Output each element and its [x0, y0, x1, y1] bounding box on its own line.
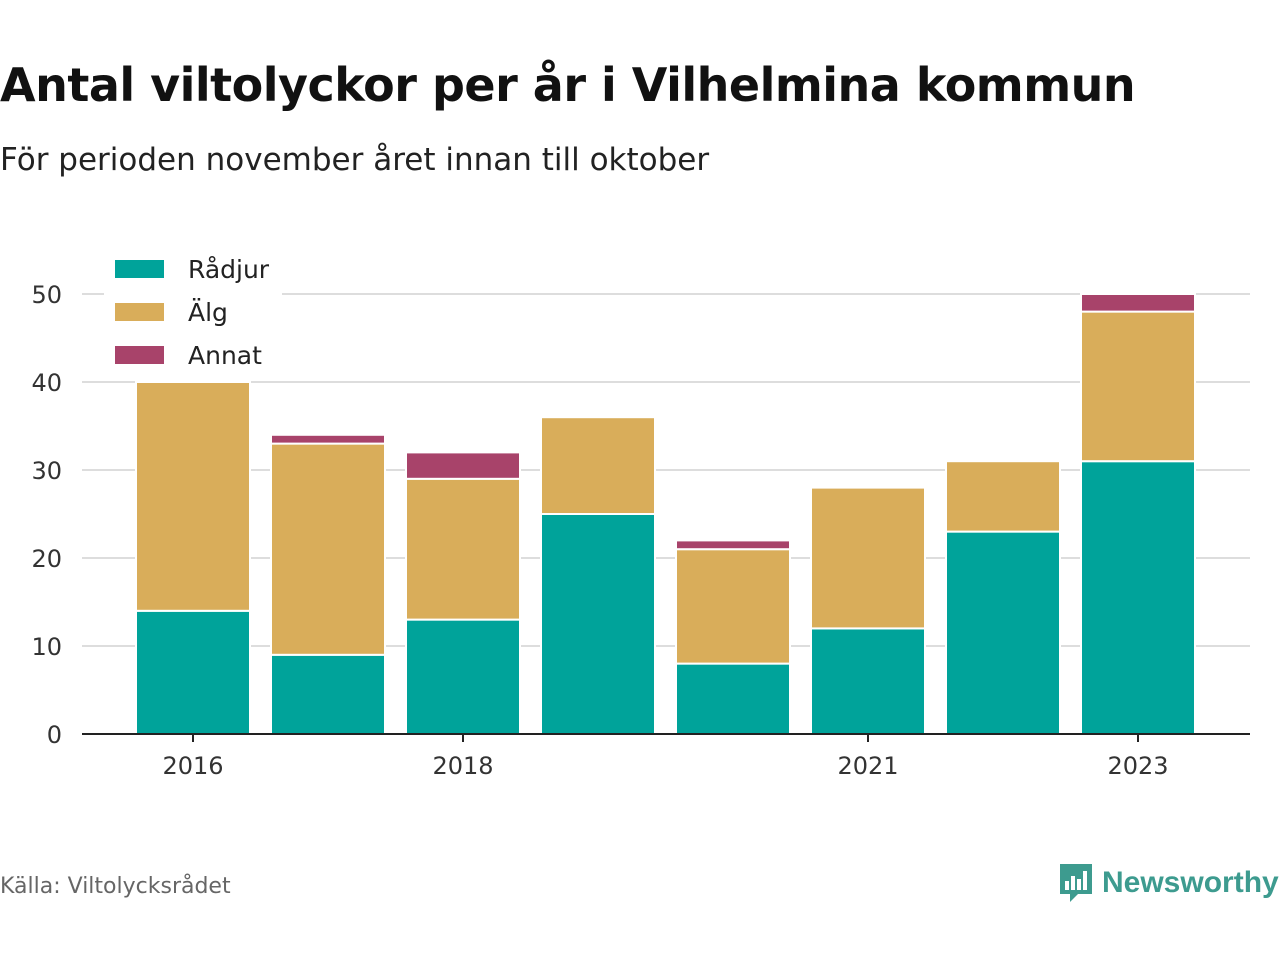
- brand-name: Newsworthy: [1102, 866, 1279, 899]
- y-tick-label: 50: [31, 281, 62, 309]
- legend-swatch: [115, 346, 164, 364]
- x-tick-label: 2018: [432, 752, 493, 780]
- source-note: Källa: Viltolycksrådet: [0, 874, 231, 899]
- legend-label: Älg: [188, 298, 228, 327]
- bar-segment: [405, 477, 521, 621]
- chart-title: Antal viltolyckor per år i Vilhelmina ko…: [0, 58, 1136, 112]
- bar-segment: [1080, 293, 1196, 313]
- bars: [135, 293, 1196, 736]
- bar-segment: [1080, 460, 1196, 735]
- y-tick-label: 20: [31, 545, 62, 573]
- bar-segment: [810, 486, 926, 630]
- brand-logo: Newsworthy: [1058, 862, 1279, 904]
- bar-segment: [135, 381, 251, 612]
- axes: 0 10 20 30 40 50 2016 2018 2021 2023: [31, 281, 1250, 780]
- bar-segment: [1080, 310, 1196, 463]
- legend-swatch: [115, 260, 164, 278]
- y-tick-label: 30: [31, 457, 62, 485]
- bar-segment: [270, 433, 386, 445]
- legend-swatch: [115, 303, 164, 321]
- bar-segment: [405, 451, 521, 480]
- newsworthy-logo-icon: [1060, 864, 1092, 902]
- bar-segment: [135, 609, 251, 735]
- bar-segment: [945, 530, 1061, 735]
- x-tick-label: 2021: [837, 752, 898, 780]
- legend-label: Rådjur: [188, 255, 270, 284]
- bar-segment: [945, 460, 1061, 533]
- bar-segment: [675, 662, 791, 735]
- chart-subtitle: För perioden november året innan till ok…: [0, 142, 710, 178]
- x-tick-label: 2016: [162, 752, 223, 780]
- bar-segment: [675, 548, 791, 665]
- bar-segment: [270, 653, 386, 735]
- legend-label: Annat: [188, 341, 262, 370]
- x-tick-label: 2023: [1107, 752, 1168, 780]
- bar-segment: [405, 618, 521, 735]
- y-tick-label: 10: [31, 633, 62, 661]
- bar-segment: [675, 539, 791, 551]
- bar-segment: [540, 513, 656, 735]
- bar-segment: [540, 416, 656, 516]
- y-tick-label: 0: [47, 721, 62, 749]
- bar-segment: [810, 627, 926, 736]
- legend: Rådjur Älg Annat: [104, 248, 282, 381]
- y-tick-label: 40: [31, 369, 62, 397]
- bar-segment: [270, 442, 386, 656]
